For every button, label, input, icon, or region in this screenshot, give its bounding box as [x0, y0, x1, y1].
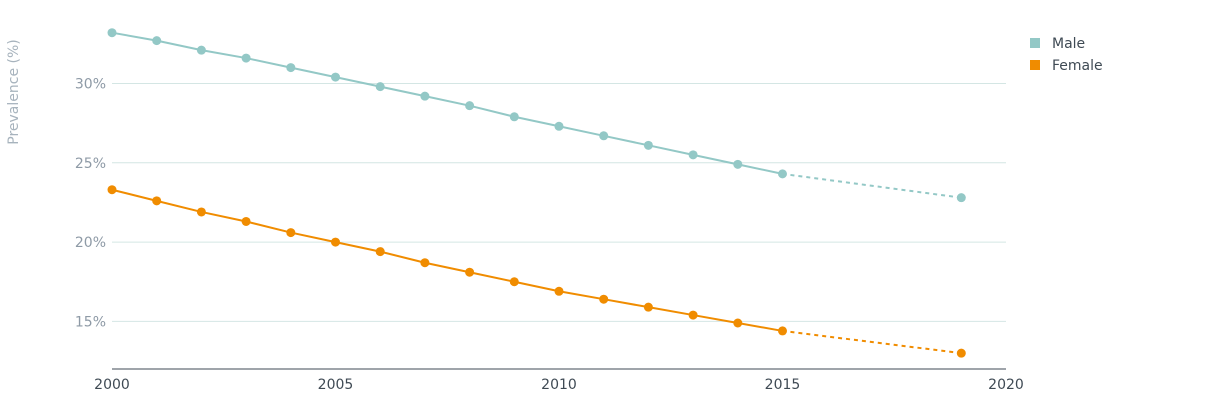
male-projection-line: [782, 172, 962, 199]
male-data-point: [420, 91, 430, 101]
female-data-point: [688, 310, 698, 320]
legend-swatch-female: [1030, 60, 1040, 70]
female-data-point: [196, 207, 206, 217]
y-tick-label: 20%: [75, 235, 106, 251]
female-data-point: [733, 318, 743, 328]
male-data-point: [688, 150, 698, 160]
female-data-point: [107, 185, 117, 195]
y-tick-label: 25%: [75, 156, 106, 172]
male-projection-point: [956, 193, 966, 203]
x-tick-label: 2005: [318, 377, 354, 393]
female-data-point: [241, 216, 251, 226]
series-lines: [107, 28, 966, 358]
female-data-point: [509, 277, 519, 287]
male-data-point: [509, 112, 519, 122]
male-data-point: [375, 82, 385, 92]
male-data-point: [241, 53, 251, 63]
male-data-point: [733, 159, 743, 169]
female-data-point: [375, 247, 385, 257]
female-projection-line: [782, 329, 962, 355]
male-series-line: [111, 31, 783, 175]
female-data-point: [286, 228, 296, 238]
male-data-point: [465, 101, 475, 111]
legend-label-male: Male: [1052, 36, 1085, 52]
female-data-point: [420, 258, 430, 268]
female-data-point: [152, 196, 162, 206]
female-data-point: [331, 237, 340, 247]
female-data-point: [778, 326, 787, 336]
female-series-line: [111, 188, 783, 332]
grid-lines: [112, 82, 1006, 322]
female-data-point: [643, 302, 653, 312]
male-data-point: [107, 28, 117, 38]
female-data-point: [554, 286, 564, 296]
x-tick-label: 2020: [988, 377, 1024, 393]
x-tick-label: 2000: [94, 377, 130, 393]
y-tick-label: 15%: [75, 314, 106, 330]
male-data-point: [599, 131, 609, 141]
male-data-point: [778, 169, 787, 179]
female-data-point: [465, 267, 475, 277]
male-data-point: [554, 121, 564, 131]
x-tick-label: 2015: [765, 377, 801, 393]
y-tick-label: 30%: [75, 76, 106, 92]
female-projection-point: [956, 348, 966, 358]
legend: Male Female: [1030, 36, 1103, 74]
legend-swatch-male: [1030, 38, 1040, 48]
male-data-point: [331, 72, 340, 82]
legend-label-female: Female: [1052, 58, 1103, 74]
axes: 15% 20% 25% 30% 2000 2005 2010 2015 2020: [75, 76, 1024, 393]
female-data-point: [599, 294, 609, 304]
male-data-point: [196, 45, 206, 55]
x-tick-label: 2010: [541, 377, 577, 393]
male-data-point: [152, 36, 162, 46]
y-axis-label: Prevalence (%): [6, 39, 22, 145]
male-data-point: [643, 140, 653, 150]
male-data-point: [286, 63, 296, 73]
